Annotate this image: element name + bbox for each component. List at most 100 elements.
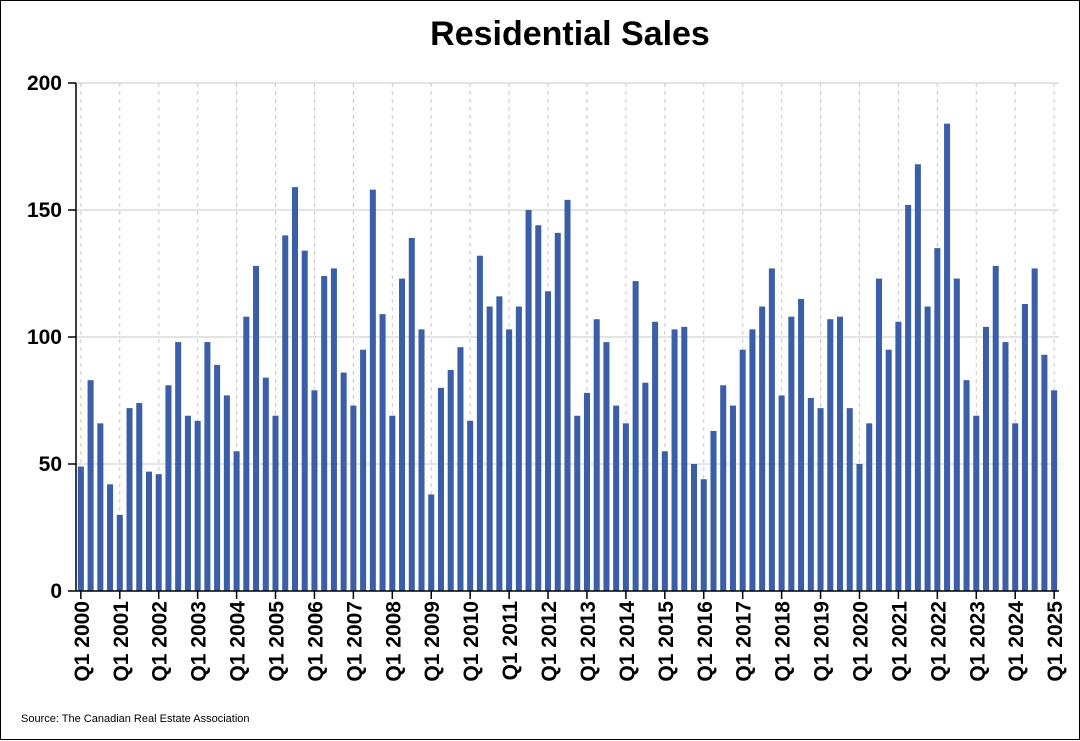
bar: [895, 321, 902, 591]
bar: [253, 265, 260, 591]
bar: [973, 415, 980, 591]
bar: [700, 479, 707, 591]
x-tick-label: Q1 2001: [110, 601, 133, 682]
bar: [243, 316, 250, 591]
bar: [661, 451, 668, 591]
x-tick-label: Q1 2015: [655, 601, 678, 682]
axes: [68, 82, 1059, 599]
x-tick-label: Q1 2016: [694, 601, 717, 682]
bar: [1041, 354, 1048, 591]
bar: [992, 265, 999, 591]
x-tick-label: Q1 2009: [421, 601, 444, 682]
y-tick-label: 100: [27, 326, 62, 349]
x-tick-label: Q1 2018: [772, 601, 795, 682]
x-tick-label: Q1 2023: [966, 601, 989, 682]
bar: [807, 397, 814, 591]
bar: [165, 385, 172, 591]
bar: [729, 405, 736, 591]
bar: [272, 415, 279, 591]
bar: [710, 430, 717, 591]
bar: [418, 329, 425, 591]
bar: [369, 189, 376, 591]
bar: [827, 319, 834, 591]
bar: [116, 514, 123, 591]
bar: [691, 464, 698, 591]
bar: [671, 329, 678, 591]
bar: [593, 319, 600, 591]
bar: [350, 405, 357, 591]
x-tick-label: Q1 2006: [304, 601, 327, 682]
x-tick-label: Q1 2010: [460, 601, 483, 682]
bar: [788, 316, 795, 591]
bar: [437, 387, 444, 591]
x-tick-label: Q1 2019: [811, 601, 834, 682]
bar: [924, 306, 931, 591]
bar: [749, 329, 756, 591]
x-tick-label: Q1 2021: [888, 601, 911, 682]
bar: [720, 385, 727, 591]
bar: [1021, 303, 1028, 591]
bar: [457, 347, 464, 591]
bar: [574, 415, 581, 591]
bar: [428, 494, 435, 591]
bar: [603, 342, 610, 591]
x-tick-label: Q1 2008: [382, 601, 405, 682]
x-tick-label: Q1 2005: [266, 601, 289, 682]
bar: [107, 484, 114, 591]
source-note: Source: The Canadian Real Estate Associa…: [21, 713, 250, 725]
bar: [836, 316, 844, 591]
x-tick-label: Q1 2004: [227, 601, 250, 682]
bar: [340, 372, 347, 591]
bar: [535, 225, 542, 592]
bar: [1002, 342, 1009, 591]
y-tick-label: 50: [39, 453, 62, 476]
bar: [184, 415, 191, 591]
bar: [126, 408, 133, 591]
y-tick-label: 0: [50, 580, 62, 603]
bar: [632, 281, 639, 591]
bar: [360, 349, 367, 591]
bar: [545, 291, 552, 591]
y-tick-label: 200: [27, 72, 62, 95]
bar-series: [77, 123, 1058, 592]
bar: [934, 248, 941, 591]
x-tick-label: Q1 2007: [343, 601, 366, 682]
bar: [214, 364, 221, 591]
bar: [175, 342, 182, 591]
bar: [759, 306, 766, 591]
bar: [739, 349, 746, 591]
bar: [944, 123, 951, 591]
x-tick-label: Q1 2000: [71, 601, 94, 682]
bar: [467, 420, 474, 591]
bar: [399, 278, 406, 591]
bar: [77, 466, 84, 591]
x-tick-label: Q1 2011: [499, 601, 522, 681]
bar: [379, 314, 386, 591]
bar: [321, 276, 328, 591]
bar: [875, 278, 882, 591]
bar: [914, 164, 921, 591]
bar: [982, 326, 990, 591]
bar: [885, 349, 892, 591]
bar: [564, 199, 571, 591]
bar: [223, 395, 230, 591]
bar: [476, 255, 483, 591]
bar: [233, 451, 240, 591]
x-tick-label: Q1 2014: [616, 601, 639, 682]
bar: [905, 204, 912, 592]
x-tick-label: Q1 2020: [849, 601, 872, 682]
chart-title: Residential Sales: [430, 15, 710, 53]
bar: [506, 329, 513, 591]
bar: [953, 278, 960, 591]
bar: [583, 392, 590, 591]
bar: [856, 464, 863, 591]
bar: [652, 321, 659, 591]
x-tick-label: Q1 2013: [577, 601, 600, 682]
bar: [846, 408, 853, 591]
bar: [136, 403, 143, 591]
bar: [515, 306, 522, 591]
bar: [1012, 423, 1019, 591]
bar: [554, 232, 561, 592]
bar: [866, 423, 873, 591]
